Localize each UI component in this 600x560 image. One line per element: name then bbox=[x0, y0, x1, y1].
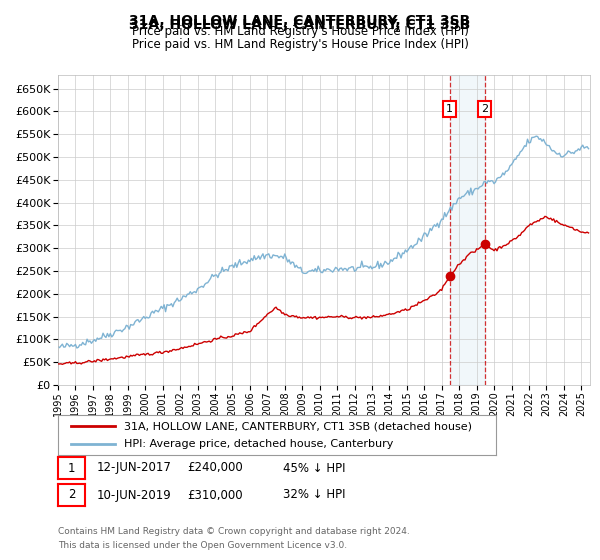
Text: 31A, HOLLOW LANE, CANTERBURY, CT1 3SB: 31A, HOLLOW LANE, CANTERBURY, CT1 3SB bbox=[130, 18, 470, 32]
Text: 2: 2 bbox=[481, 104, 488, 114]
Text: 31A, HOLLOW LANE, CANTERBURY, CT1 3SB: 31A, HOLLOW LANE, CANTERBURY, CT1 3SB bbox=[130, 14, 470, 28]
Bar bbox=[450, 75, 485, 385]
Text: 12-JUN-2017: 12-JUN-2017 bbox=[97, 461, 172, 474]
Text: £240,000: £240,000 bbox=[187, 461, 243, 474]
Text: Price paid vs. HM Land Registry's House Price Index (HPI): Price paid vs. HM Land Registry's House … bbox=[131, 38, 469, 51]
Text: 31A, HOLLOW LANE, CANTERBURY, CT1 3SB (detached house): 31A, HOLLOW LANE, CANTERBURY, CT1 3SB (d… bbox=[124, 421, 472, 431]
Text: This data is licensed under the Open Government Licence v3.0.: This data is licensed under the Open Gov… bbox=[58, 541, 347, 550]
Text: 1: 1 bbox=[68, 461, 75, 474]
Text: 32% ↓ HPI: 32% ↓ HPI bbox=[283, 488, 346, 502]
Text: 2: 2 bbox=[68, 488, 75, 502]
Text: 10-JUN-2019: 10-JUN-2019 bbox=[97, 488, 172, 502]
Text: HPI: Average price, detached house, Canterbury: HPI: Average price, detached house, Cant… bbox=[124, 439, 393, 449]
Text: Price paid vs. HM Land Registry's House Price Index (HPI): Price paid vs. HM Land Registry's House … bbox=[131, 25, 469, 38]
Text: 45% ↓ HPI: 45% ↓ HPI bbox=[283, 461, 346, 474]
Text: £310,000: £310,000 bbox=[187, 488, 242, 502]
Text: 1: 1 bbox=[446, 104, 453, 114]
Text: Contains HM Land Registry data © Crown copyright and database right 2024.: Contains HM Land Registry data © Crown c… bbox=[58, 527, 410, 536]
